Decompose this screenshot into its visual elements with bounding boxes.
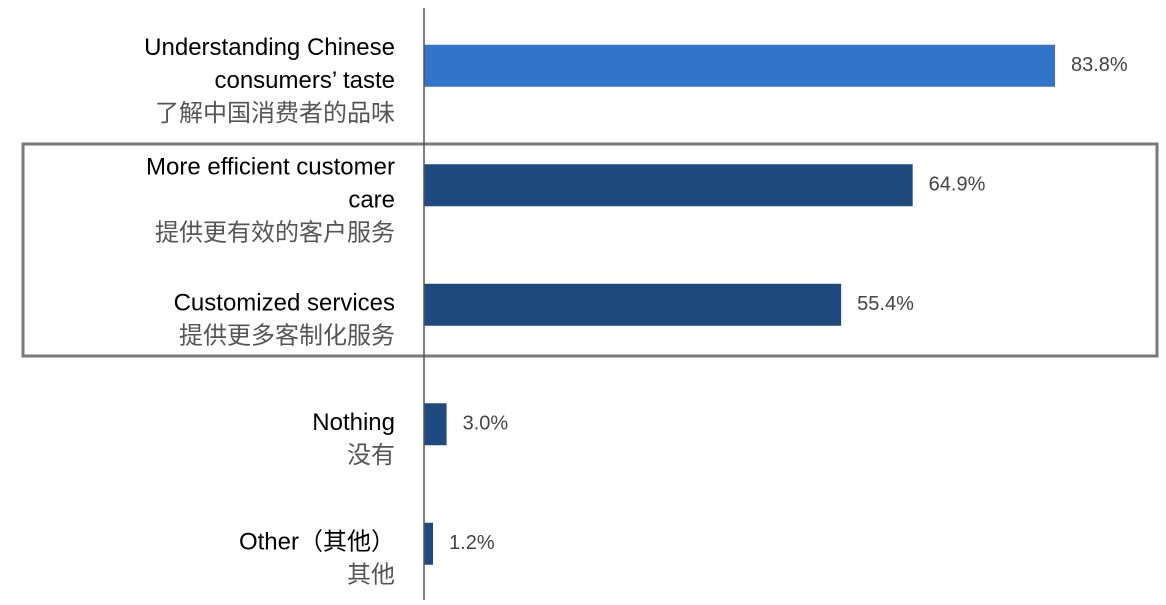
value-label: 1.2% [449,532,495,554]
value-label: 3.0% [463,413,509,435]
bar [424,44,1055,87]
category-label: Customized services [174,290,395,317]
category-label: consumers’ taste [214,67,395,94]
category-label: More efficient customer [146,154,395,181]
category-label-zh: 没有 [347,442,395,469]
bar [424,522,434,565]
category-label-zh: 了解中国消费者的品味 [155,100,395,127]
category-label: Understanding Chinese [144,34,395,61]
category-label-zh: 提供更多客制化服务 [179,323,395,350]
bar [424,164,913,207]
value-label: 83.8% [1071,54,1128,76]
bar [424,283,842,326]
highlight-box [21,142,1159,358]
bar [424,403,447,446]
value-label: 64.9% [929,174,986,196]
category-label: Other（其他） [239,529,395,556]
category-label: Nothing [312,409,395,436]
category-label-zh: 其他 [347,562,395,589]
category-label-zh: 提供更有效的客户服务 [155,220,395,247]
category-label: care [348,187,395,214]
value-label: 55.4% [857,293,914,315]
